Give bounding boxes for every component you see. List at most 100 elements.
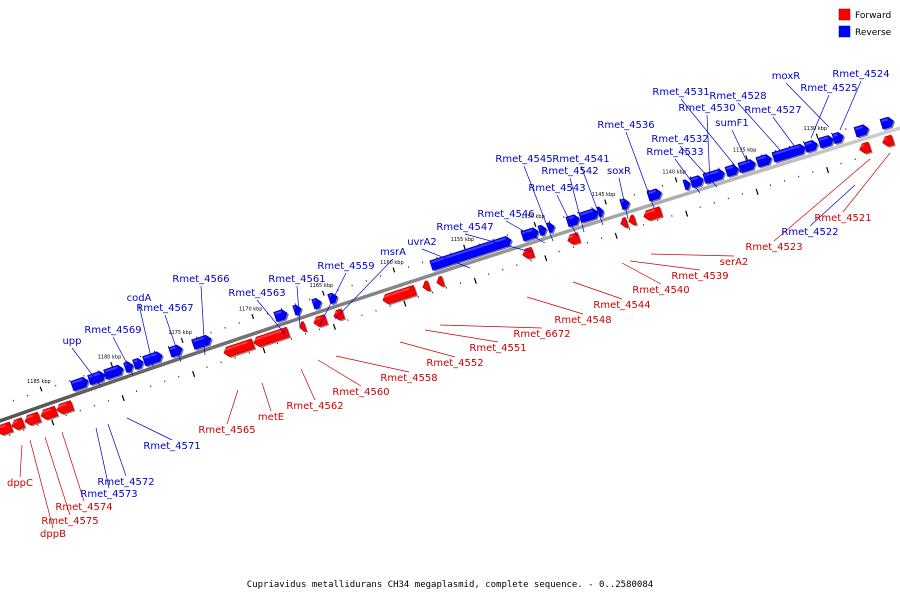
gene-Rmet_4528 bbox=[771, 143, 807, 164]
gene-Rmet_4546 bbox=[537, 224, 548, 238]
gene-label: Rmet_4544 bbox=[593, 300, 650, 311]
gene-label: Rmet_4558 bbox=[380, 373, 437, 384]
gene-label: Rmet_4539 bbox=[671, 271, 728, 282]
scale-tick bbox=[755, 188, 759, 195]
label-leader-lines bbox=[19, 80, 891, 529]
scale-tick bbox=[180, 337, 184, 343]
gene-uvrA2 bbox=[429, 235, 513, 272]
label-leader bbox=[526, 296, 584, 315]
label-leader bbox=[334, 258, 394, 320]
scale-tick bbox=[815, 133, 819, 139]
legend-forward-swatch bbox=[838, 8, 851, 21]
gene-Rmet_4548 bbox=[522, 246, 536, 260]
gene-label: Rmet_4575 bbox=[41, 516, 98, 527]
scale-tick-label: 1130 kbp bbox=[803, 126, 827, 132]
gene-label: Rmet_4521 bbox=[814, 213, 871, 224]
label-leader bbox=[226, 389, 239, 425]
label-leader bbox=[569, 177, 585, 233]
gene-Rmet_4530 bbox=[724, 164, 740, 179]
gene-Rmet_4558 bbox=[333, 308, 347, 322]
scale-tick-label: 1135 kbp bbox=[733, 148, 757, 154]
scale-tick bbox=[392, 267, 396, 273]
scale-tick bbox=[192, 370, 196, 378]
gene-Rmet_4575 bbox=[40, 405, 60, 421]
gene-Rmet_4533b bbox=[682, 179, 692, 192]
gene-Rmet_4539 bbox=[628, 214, 638, 227]
gene-label: Rmet_4548 bbox=[554, 315, 611, 326]
scale-tick-label: 1175 kbp bbox=[168, 330, 192, 336]
gene-Rmet_4560 bbox=[313, 314, 330, 329]
label-leader bbox=[261, 382, 272, 412]
gene-metE bbox=[253, 326, 292, 348]
gene-label: Rmet_4525 bbox=[800, 83, 857, 94]
label-leader bbox=[399, 341, 456, 358]
label-leader bbox=[19, 444, 23, 478]
scale-tick bbox=[826, 166, 830, 174]
scale-tick bbox=[51, 419, 55, 426]
gene-label: Rmet_4552 bbox=[426, 358, 483, 369]
label-leader bbox=[621, 262, 662, 285]
label-leader bbox=[126, 417, 173, 441]
label-leader bbox=[572, 281, 623, 300]
gene-Rmet_4543 bbox=[565, 214, 581, 229]
gene-moxR bbox=[853, 124, 871, 139]
label-leader bbox=[335, 355, 410, 373]
gene-label: Rmet_4573 bbox=[80, 489, 137, 500]
gene-Rmet_4563 bbox=[273, 309, 289, 324]
label-leader bbox=[61, 431, 85, 502]
gene-label: msrA bbox=[380, 247, 406, 258]
gene-Rmet_4540 bbox=[620, 216, 630, 229]
scale-tick-label: 1145 kbp bbox=[592, 192, 616, 198]
gene-label: Rmet_4531 bbox=[652, 87, 709, 98]
gene-label: Rmet_4522 bbox=[781, 227, 838, 238]
gene-dppC bbox=[24, 411, 43, 427]
gene-label: Rmet_4560 bbox=[332, 387, 389, 398]
scale-labels: 1130 kbp 1135 kbp 1140 kbp 1145 kbp 1150 kbp… bbox=[27, 126, 827, 385]
label-leader bbox=[680, 98, 741, 173]
gene-Rmet_4542 bbox=[578, 208, 600, 224]
gene-Rmet_4527 bbox=[817, 135, 836, 150]
gene-label: Rmet_4543 bbox=[528, 183, 585, 194]
scale-tick bbox=[121, 395, 125, 402]
label-leader bbox=[618, 177, 629, 220]
gene-label: Rmet_4561 bbox=[268, 274, 325, 285]
label-leader bbox=[580, 165, 604, 226]
gene-label: Rmet_4523 bbox=[745, 242, 802, 253]
scale-tick-label: 1155 kbp bbox=[451, 237, 475, 243]
gene-Rmet_4566 bbox=[191, 334, 213, 351]
gene-Rmet_4533 bbox=[689, 175, 705, 190]
label-leader bbox=[785, 82, 830, 128]
gene-serA2 bbox=[643, 206, 664, 222]
scale-tick bbox=[110, 361, 114, 368]
gene-Rmet_4531 bbox=[755, 154, 773, 169]
scale-inner-ticks bbox=[9, 158, 856, 437]
gene-dppB-b bbox=[0, 421, 15, 437]
gene-Rmet_4559 bbox=[311, 298, 323, 311]
scale-tick bbox=[544, 255, 548, 262]
label-leader bbox=[71, 347, 101, 386]
label-leader bbox=[112, 336, 134, 376]
gene-label: serA2 bbox=[720, 257, 749, 268]
gene-Rmet_4551 bbox=[422, 280, 433, 293]
gene-label: Rmet_4562 bbox=[286, 401, 343, 412]
scale-tick bbox=[745, 155, 748, 161]
gene-label: Rmet_6672 bbox=[513, 329, 570, 340]
gene-label: Rmet_4542 bbox=[541, 166, 598, 177]
gene-Rmet_4569b bbox=[103, 364, 125, 381]
label-leader bbox=[505, 220, 546, 244]
map-caption: Cupriavidus metallidurans CH34 megaplasm… bbox=[247, 580, 653, 590]
gene-label: Rmet_4547 bbox=[436, 222, 493, 233]
label-leader bbox=[107, 423, 127, 477]
gene-Rmet_4545 bbox=[546, 222, 556, 235]
label-leader bbox=[29, 439, 54, 529]
scale-tick-label: 1185 kbp bbox=[27, 379, 51, 385]
legend-reverse-label: Reverse bbox=[855, 28, 892, 38]
label-leader bbox=[772, 116, 796, 148]
label-leader bbox=[839, 80, 862, 131]
gene-label: Rmet_4574 bbox=[55, 502, 112, 513]
legend-reverse-swatch bbox=[838, 25, 851, 38]
scale-tick-label: 1170 kbp bbox=[239, 306, 263, 312]
gene-label: Rmet_4546 bbox=[477, 209, 534, 220]
